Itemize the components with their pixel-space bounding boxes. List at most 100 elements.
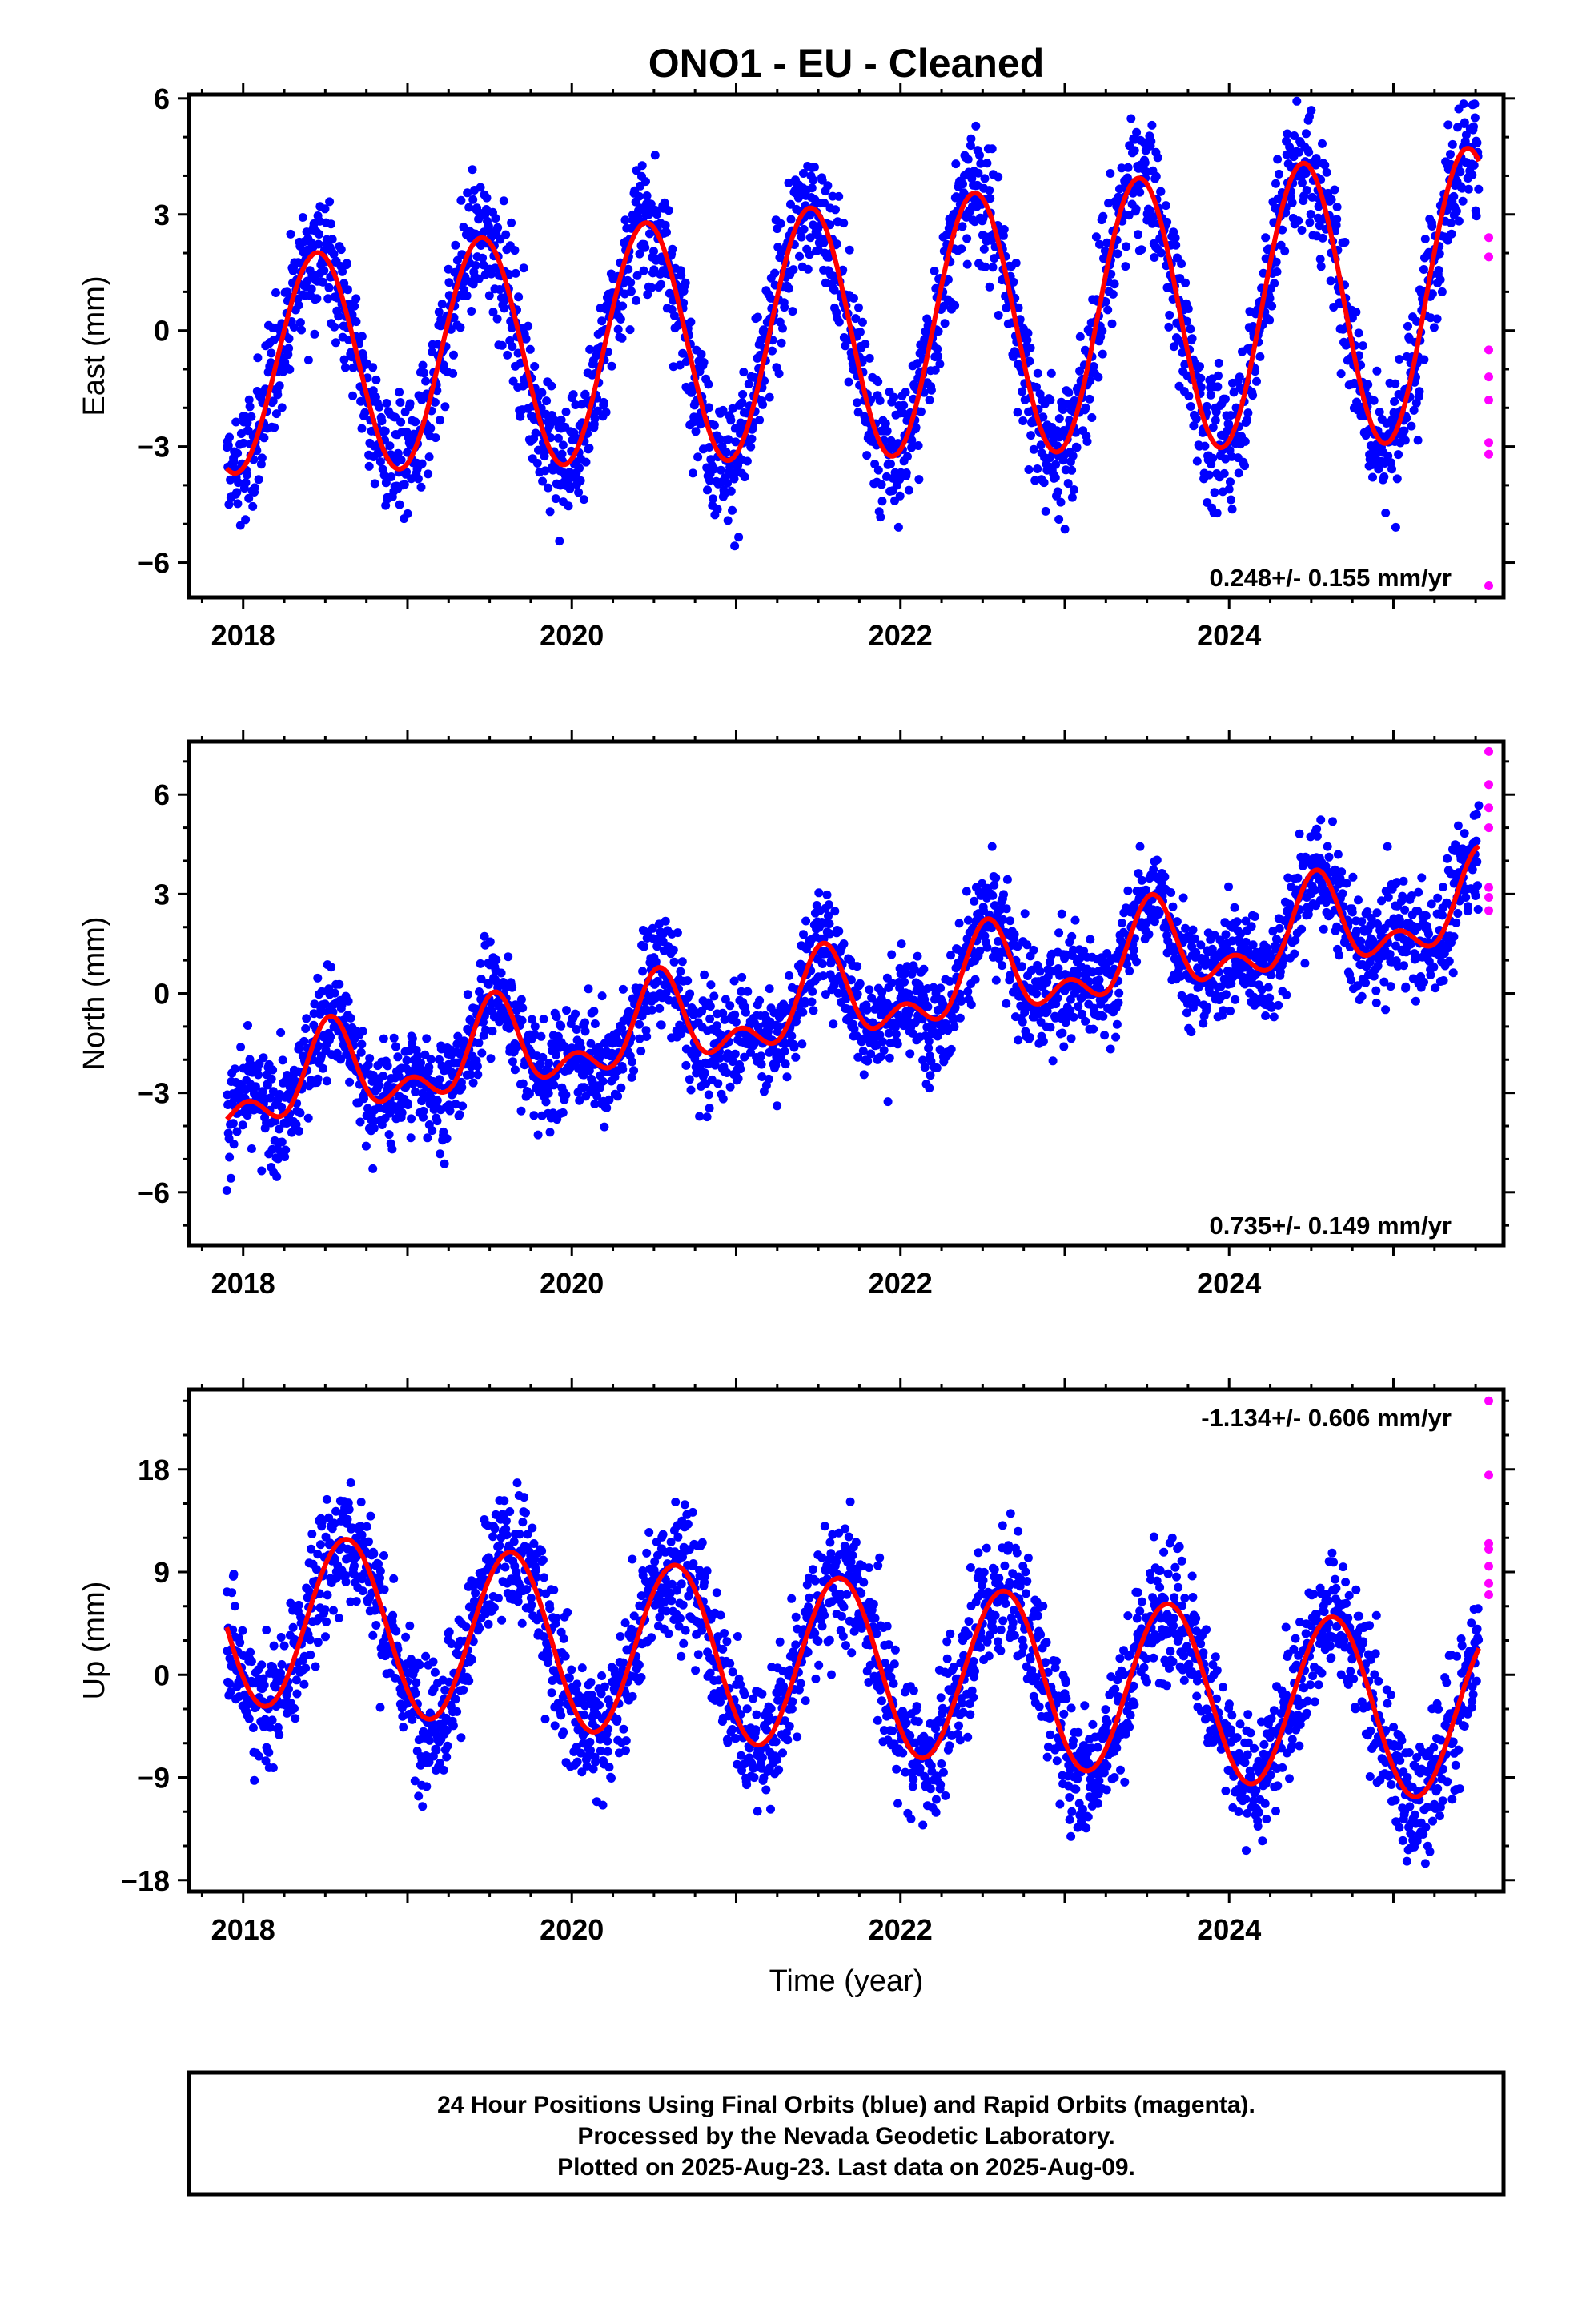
data-point <box>700 970 709 979</box>
data-point <box>403 509 412 518</box>
data-point <box>1275 169 1283 179</box>
data-point <box>575 464 584 473</box>
data-point <box>805 233 815 243</box>
data-point <box>1135 842 1145 851</box>
data-point <box>519 263 528 273</box>
data-point <box>1086 376 1095 385</box>
data-point <box>1332 215 1342 224</box>
data-point <box>713 505 722 514</box>
data-point <box>1122 959 1132 969</box>
data-point <box>875 396 885 405</box>
data-point <box>1211 407 1221 416</box>
data-point <box>1162 217 1172 227</box>
data-point <box>466 1070 476 1080</box>
data-point <box>555 537 564 546</box>
data-point <box>741 1007 750 1017</box>
data-point <box>1117 919 1126 927</box>
data-point <box>1195 362 1204 372</box>
data-point <box>820 199 829 208</box>
data-point <box>1212 509 1222 518</box>
data-point <box>725 1001 735 1011</box>
data-point <box>887 950 897 959</box>
data-point <box>882 426 892 436</box>
data-point <box>1101 297 1110 307</box>
data-point <box>424 1063 434 1072</box>
data-point <box>1354 328 1363 338</box>
data-point <box>585 344 595 354</box>
data-point <box>1283 873 1293 883</box>
data-point <box>492 314 502 324</box>
data-point <box>635 1019 644 1029</box>
data-point <box>463 990 472 999</box>
data-point <box>746 442 756 452</box>
data-point <box>935 360 945 368</box>
data-point <box>387 1144 397 1154</box>
data-point <box>839 219 849 228</box>
data-point <box>335 979 344 989</box>
data-point <box>1132 127 1142 137</box>
data-point <box>1011 259 1021 267</box>
data-point <box>805 211 815 220</box>
data-point <box>1009 277 1018 287</box>
data-point <box>1373 961 1383 971</box>
data-point <box>931 283 941 293</box>
data-point <box>393 1052 403 1062</box>
data-point <box>1261 233 1271 243</box>
data-point <box>1311 154 1321 163</box>
data-point <box>1123 886 1133 895</box>
data-point <box>369 1124 379 1133</box>
data-point <box>254 1070 263 1080</box>
data-point <box>988 891 998 900</box>
data-point <box>600 1122 609 1132</box>
data-point <box>357 424 367 433</box>
data-point <box>1294 216 1303 226</box>
data-point <box>584 984 593 994</box>
data-point <box>677 271 686 280</box>
data-point <box>629 1066 639 1076</box>
data-point <box>1458 196 1468 206</box>
data-point <box>853 408 863 417</box>
data-point <box>1134 230 1142 239</box>
data-point <box>1054 515 1064 524</box>
data-point <box>934 352 943 361</box>
y-tick-label: 6 <box>154 82 170 115</box>
data-point <box>326 1032 335 1042</box>
data-point <box>1211 416 1220 425</box>
data-point <box>551 494 560 504</box>
data-point <box>1206 390 1215 400</box>
data-point <box>967 174 977 183</box>
data-point <box>821 990 830 999</box>
data-point <box>1018 387 1027 396</box>
data-point <box>691 427 701 436</box>
data-point <box>650 151 660 160</box>
data-point <box>1302 186 1311 195</box>
data-point <box>822 890 832 899</box>
data-point <box>397 1108 407 1117</box>
data-point <box>272 1172 282 1181</box>
data-point <box>841 341 850 351</box>
data-point <box>1268 927 1278 936</box>
data-point <box>281 1145 291 1155</box>
data-point <box>662 227 671 237</box>
data-point <box>853 962 862 971</box>
data-point <box>1042 1007 1052 1016</box>
data-point <box>1269 1012 1279 1022</box>
data-point <box>724 435 733 444</box>
data-point <box>1125 967 1134 976</box>
data-point <box>396 455 406 464</box>
data-point <box>492 955 501 965</box>
data-point <box>797 232 806 242</box>
data-point <box>648 923 657 933</box>
x-tick-label: 2022 <box>869 619 933 652</box>
data-point <box>1219 468 1229 478</box>
data-point <box>1131 204 1141 214</box>
data-point <box>584 1066 594 1076</box>
data-point <box>704 380 713 389</box>
data-point <box>918 1055 928 1065</box>
data-point <box>1070 915 1080 925</box>
data-point <box>730 541 740 551</box>
data-point <box>1283 129 1292 139</box>
data-point <box>298 213 307 222</box>
data-point <box>1006 916 1015 926</box>
data-point <box>1255 352 1265 361</box>
